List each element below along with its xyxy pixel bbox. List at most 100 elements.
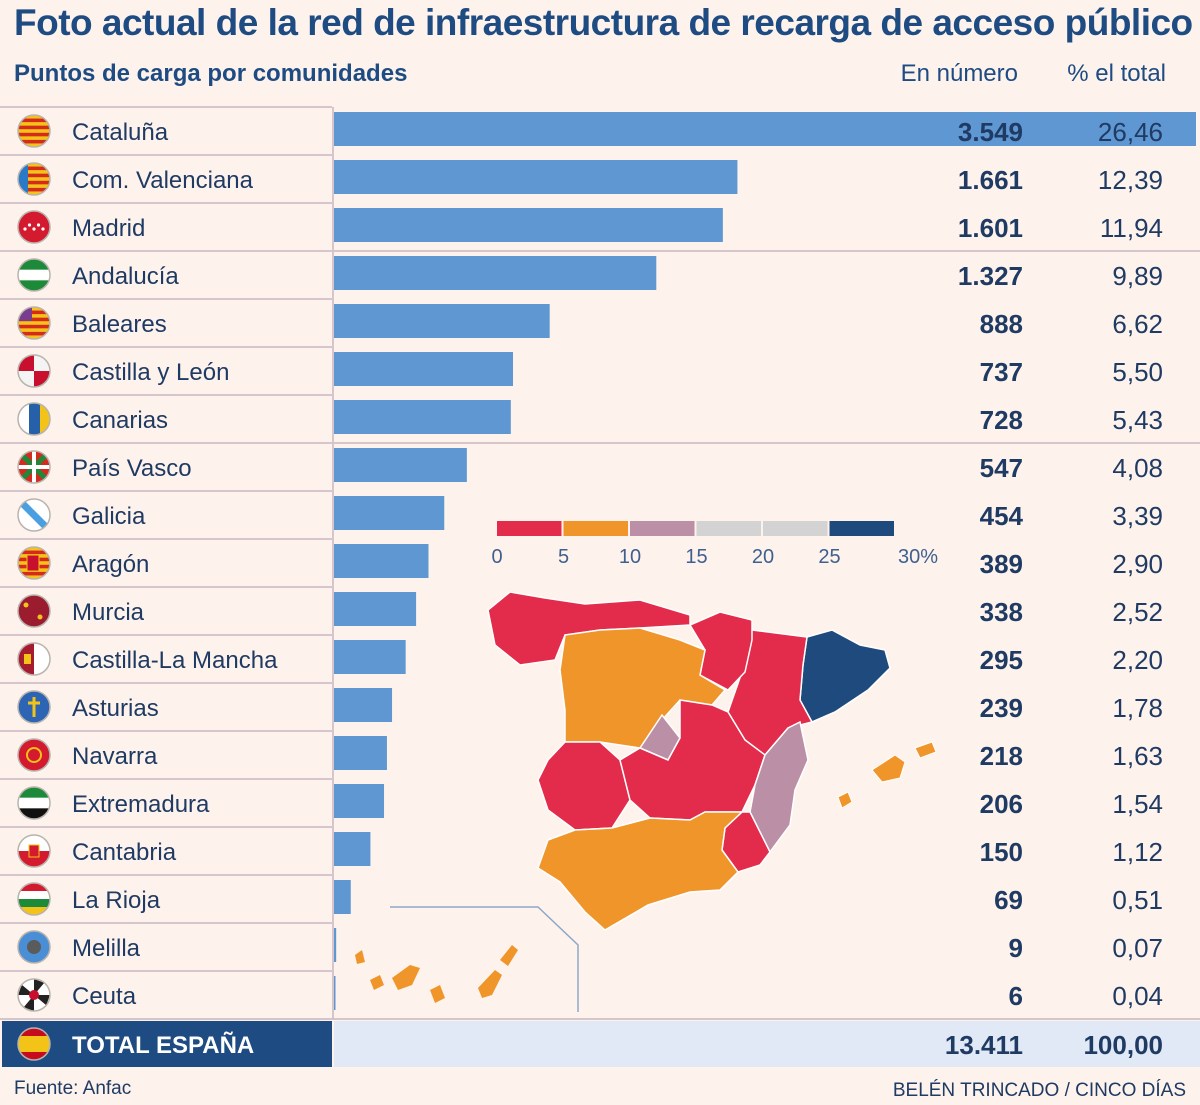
ceuta-flag-icon: [17, 978, 51, 1012]
value-label: 69: [994, 885, 1023, 915]
map-region-valencia: [749, 720, 809, 854]
percent-label: 11,94: [1100, 213, 1163, 243]
bar: [334, 112, 1196, 146]
value-label: 1.601: [958, 213, 1023, 243]
percent-label: 0,04: [1112, 981, 1163, 1011]
bar: [334, 160, 738, 194]
bar: [334, 832, 371, 866]
scale-swatch: [763, 521, 828, 536]
canarias-inset-line: [390, 906, 579, 1012]
bar: [334, 304, 550, 338]
bar: [334, 688, 393, 722]
map-region-baleares-menorca: [914, 741, 937, 759]
galicia-flag-icon: [17, 498, 51, 532]
bar: [334, 736, 387, 770]
espana-flag-icon: [17, 1027, 51, 1061]
value-label: 737: [980, 357, 1023, 387]
category-label: Murcia: [72, 599, 145, 626]
aragon-flag-icon: [17, 546, 51, 580]
map-region-cataluna: [799, 629, 891, 723]
canarias-flag-icon: [17, 402, 51, 436]
value-label: 239: [980, 693, 1023, 723]
map-region-canarias-6: [500, 945, 518, 966]
total-percent: 100,00: [1083, 1030, 1163, 1060]
percent-label: 2,52: [1112, 597, 1163, 627]
map-region-andalucia: [537, 811, 744, 931]
map-region-baleares-ibiza: [837, 791, 853, 809]
percent-label: 5,43: [1112, 405, 1163, 435]
bar: [334, 544, 429, 578]
total-value: 13.411: [945, 1030, 1023, 1060]
asturias-flag-icon: [17, 690, 51, 724]
value-label: 206: [980, 789, 1023, 819]
scale-tick-label: 5: [558, 546, 569, 568]
category-label: Galicia: [72, 503, 146, 530]
percent-label: 1,54: [1112, 789, 1163, 819]
value-label: 888: [980, 309, 1023, 339]
total-row-background: [334, 1021, 1200, 1067]
scale-tick-label: 25: [818, 546, 840, 568]
scale-tick-label: 0: [491, 546, 502, 568]
map-region-northwest: [487, 591, 691, 666]
bar: [334, 496, 445, 530]
percent-label: 9,89: [1112, 261, 1163, 291]
percent-label: 1,12: [1112, 837, 1163, 867]
percent-label: 0,51: [1112, 885, 1163, 915]
category-label: Castilla y León: [72, 359, 229, 386]
value-label: 6: [1009, 981, 1023, 1011]
map-region-canarias-2: [370, 975, 384, 990]
category-label: La Rioja: [72, 887, 161, 914]
percent-label: 3,39: [1112, 501, 1163, 531]
bar: [334, 976, 336, 1010]
map-region-canarias-3: [392, 965, 420, 990]
bar: [334, 256, 657, 290]
percent-label: 5,50: [1112, 357, 1163, 387]
scale-swatch: [497, 521, 562, 536]
murcia-flag-icon: [17, 594, 51, 628]
madrid-flag-icon: [17, 210, 51, 244]
bar: [334, 400, 511, 434]
cantabria-flag-icon: [17, 834, 51, 868]
percent-label: 1,63: [1112, 741, 1163, 771]
category-label: Aragón: [72, 551, 149, 578]
category-label: Ceuta: [72, 983, 137, 1010]
bar: [334, 352, 514, 386]
source-note: Fuente: Anfac: [14, 1078, 132, 1099]
map-color-scale: 0 5 10 15 20 25 30%: [491, 521, 938, 568]
navarra-flag-icon: [17, 738, 51, 772]
rows-layer: Cataluña 3.549 26,46 Com. Valenciana 1.661 12…: [0, 106, 1200, 1067]
percent-label: 6,62: [1112, 309, 1163, 339]
category-label: Castilla-La Mancha: [72, 647, 278, 674]
value-label: 150: [980, 837, 1023, 867]
baleares-flag-icon: [17, 306, 51, 340]
page-title: Foto actual de la red de infraestructura…: [14, 2, 1193, 43]
bar: [334, 640, 406, 674]
category-label: Asturias: [72, 695, 159, 722]
category-label: Extremadura: [72, 791, 210, 818]
la-rioja-flag-icon: [17, 882, 51, 916]
category-label: Baleares: [72, 311, 167, 338]
category-label: Navarra: [72, 743, 158, 770]
percent-label: 2,90: [1112, 549, 1163, 579]
value-label: 389: [980, 549, 1023, 579]
category-label: Andalucía: [72, 263, 179, 290]
value-label: 1.327: [958, 261, 1023, 291]
author-credit: BELÉN TRINCADO / CINCO DÍAS: [892, 1080, 1186, 1101]
value-label: 454: [980, 501, 1024, 531]
melilla-flag-icon: [17, 930, 51, 964]
value-label: 1.661: [958, 165, 1023, 195]
bar: [334, 592, 417, 626]
category-label: Madrid: [72, 215, 145, 242]
pais-vasco-flag-icon: [17, 450, 51, 484]
value-label: 547: [980, 453, 1023, 483]
value-label: 9: [1009, 933, 1023, 963]
bar: [334, 880, 351, 914]
map-region-extremadura: [537, 741, 631, 831]
castilla-leon-flag-icon: [17, 354, 51, 388]
bar: [334, 208, 723, 242]
percent-label: 4,08: [1112, 453, 1163, 483]
bar: [334, 448, 467, 482]
total-label: TOTAL ESPAÑA: [72, 1031, 254, 1059]
scale-tick-label: 30%: [898, 546, 938, 568]
